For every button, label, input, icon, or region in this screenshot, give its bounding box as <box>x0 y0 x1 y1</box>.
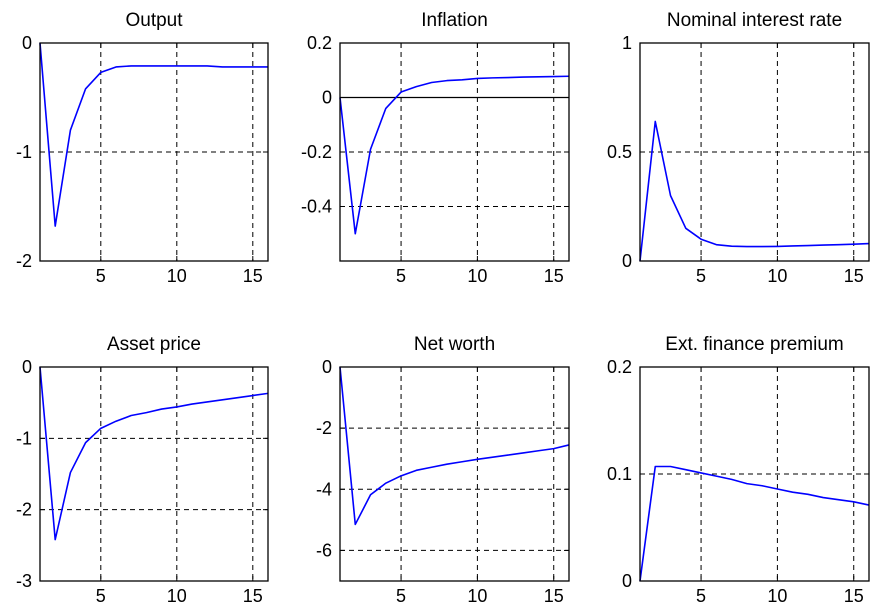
inflation-plot-area <box>340 43 569 261</box>
inflation-y-tick-label: -0.4 <box>301 197 332 217</box>
output-y-tick-label: -2 <box>16 251 32 271</box>
net-worth-plot-area <box>340 367 569 581</box>
net-worth-y-tick-label: -2 <box>316 418 332 438</box>
net-worth-subplot: 5 10 15 -6 -4 -2 0 Net worth <box>316 334 570 606</box>
ext-finance-premium-title: Ext. finance premium <box>665 334 843 355</box>
net-worth-x-tick-label: 5 <box>396 586 406 606</box>
asset-price-subplot: 5 10 15 -3 -2 -1 0 Asset price <box>16 334 269 606</box>
asset-price-y-tick-label: -3 <box>16 571 32 591</box>
output-series-line <box>39 42 268 227</box>
nominal-interest-rate-series-line <box>639 120 870 262</box>
output-y-tick-label: -1 <box>16 142 32 162</box>
nominal-interest-rate-x-tick-label: 5 <box>696 266 706 286</box>
ext-finance-premium-series-line <box>639 465 870 582</box>
net-worth-x-tick-label: 10 <box>467 586 487 606</box>
ext-finance-premium-x-tick-label: 5 <box>696 586 706 606</box>
net-worth-title: Net worth <box>414 334 495 355</box>
inflation-title: Inflation <box>421 10 488 31</box>
ext-finance-premium-plot-area <box>640 367 869 581</box>
nominal-interest-rate-x-tick-label: 15 <box>844 266 864 286</box>
net-worth-y-tick-label: 0 <box>322 357 332 377</box>
asset-price-y-tick-label: 0 <box>22 357 32 377</box>
asset-price-series-line <box>39 366 269 541</box>
ext-finance-premium-x-tick-label: 15 <box>844 586 864 606</box>
asset-price-x-tick-label: 5 <box>96 586 106 606</box>
output-subplot: 5 10 15 -2 -1 0 Output <box>16 10 269 286</box>
nominal-interest-rate-plot-area <box>640 43 869 261</box>
net-worth-y-tick-label: -6 <box>316 540 332 560</box>
asset-price-y-tick-label: -2 <box>16 500 32 520</box>
ext-finance-premium-y-tick-label: 0.2 <box>607 357 632 377</box>
nominal-interest-rate-y-tick-label: 0 <box>622 251 632 271</box>
nominal-interest-rate-x-tick-label: 10 <box>767 266 787 286</box>
ext-finance-premium-x-tick-label: 10 <box>767 586 787 606</box>
nominal-interest-rate-subplot: 5 10 15 0 0.5 1 Nominal interest rate <box>607 10 870 286</box>
ext-finance-premium-y-tick-label: 0.1 <box>607 464 632 484</box>
inflation-x-tick-label: 10 <box>467 266 487 286</box>
asset-price-y-tick-label: -1 <box>16 428 32 448</box>
ext-finance-premium-subplot: 5 10 15 0 0.1 0.2 Ext. finance premium <box>607 334 870 606</box>
ext-finance-premium-y-tick-label: 0 <box>622 571 632 591</box>
inflation-y-tick-label: -0.2 <box>301 142 332 162</box>
inflation-x-tick-label: 5 <box>396 266 406 286</box>
net-worth-axes-box <box>339 366 570 582</box>
net-worth-x-tick-label: 15 <box>544 586 564 606</box>
net-worth-series-line <box>339 366 570 526</box>
output-title: Output <box>125 10 183 31</box>
output-x-tick-label: 15 <box>243 266 263 286</box>
nominal-interest-rate-y-tick-label: 0.5 <box>607 142 632 162</box>
nominal-interest-rate-title: Nominal interest rate <box>667 10 842 31</box>
inflation-y-tick-label: 0 <box>322 88 332 108</box>
inflation-y-tick-label: 0.2 <box>307 33 332 53</box>
output-y-tick-label: 0 <box>22 33 32 53</box>
asset-price-x-tick-label: 10 <box>167 586 187 606</box>
inflation-series-line <box>339 75 570 235</box>
net-worth-y-tick-label: -4 <box>316 479 332 499</box>
inflation-subplot: 5 10 15 -0.4 -0.2 0 0.2 Inflation <box>301 10 570 286</box>
asset-price-title: Asset price <box>107 334 201 355</box>
asset-price-x-tick-label: 15 <box>243 586 263 606</box>
output-x-tick-label: 10 <box>167 266 187 286</box>
inflation-x-tick-label: 15 <box>544 266 564 286</box>
asset-price-axes-box <box>39 366 269 582</box>
nominal-interest-rate-y-tick-label: 1 <box>622 33 632 53</box>
output-x-tick-label: 5 <box>96 266 106 286</box>
asset-price-plot-area <box>40 367 268 581</box>
